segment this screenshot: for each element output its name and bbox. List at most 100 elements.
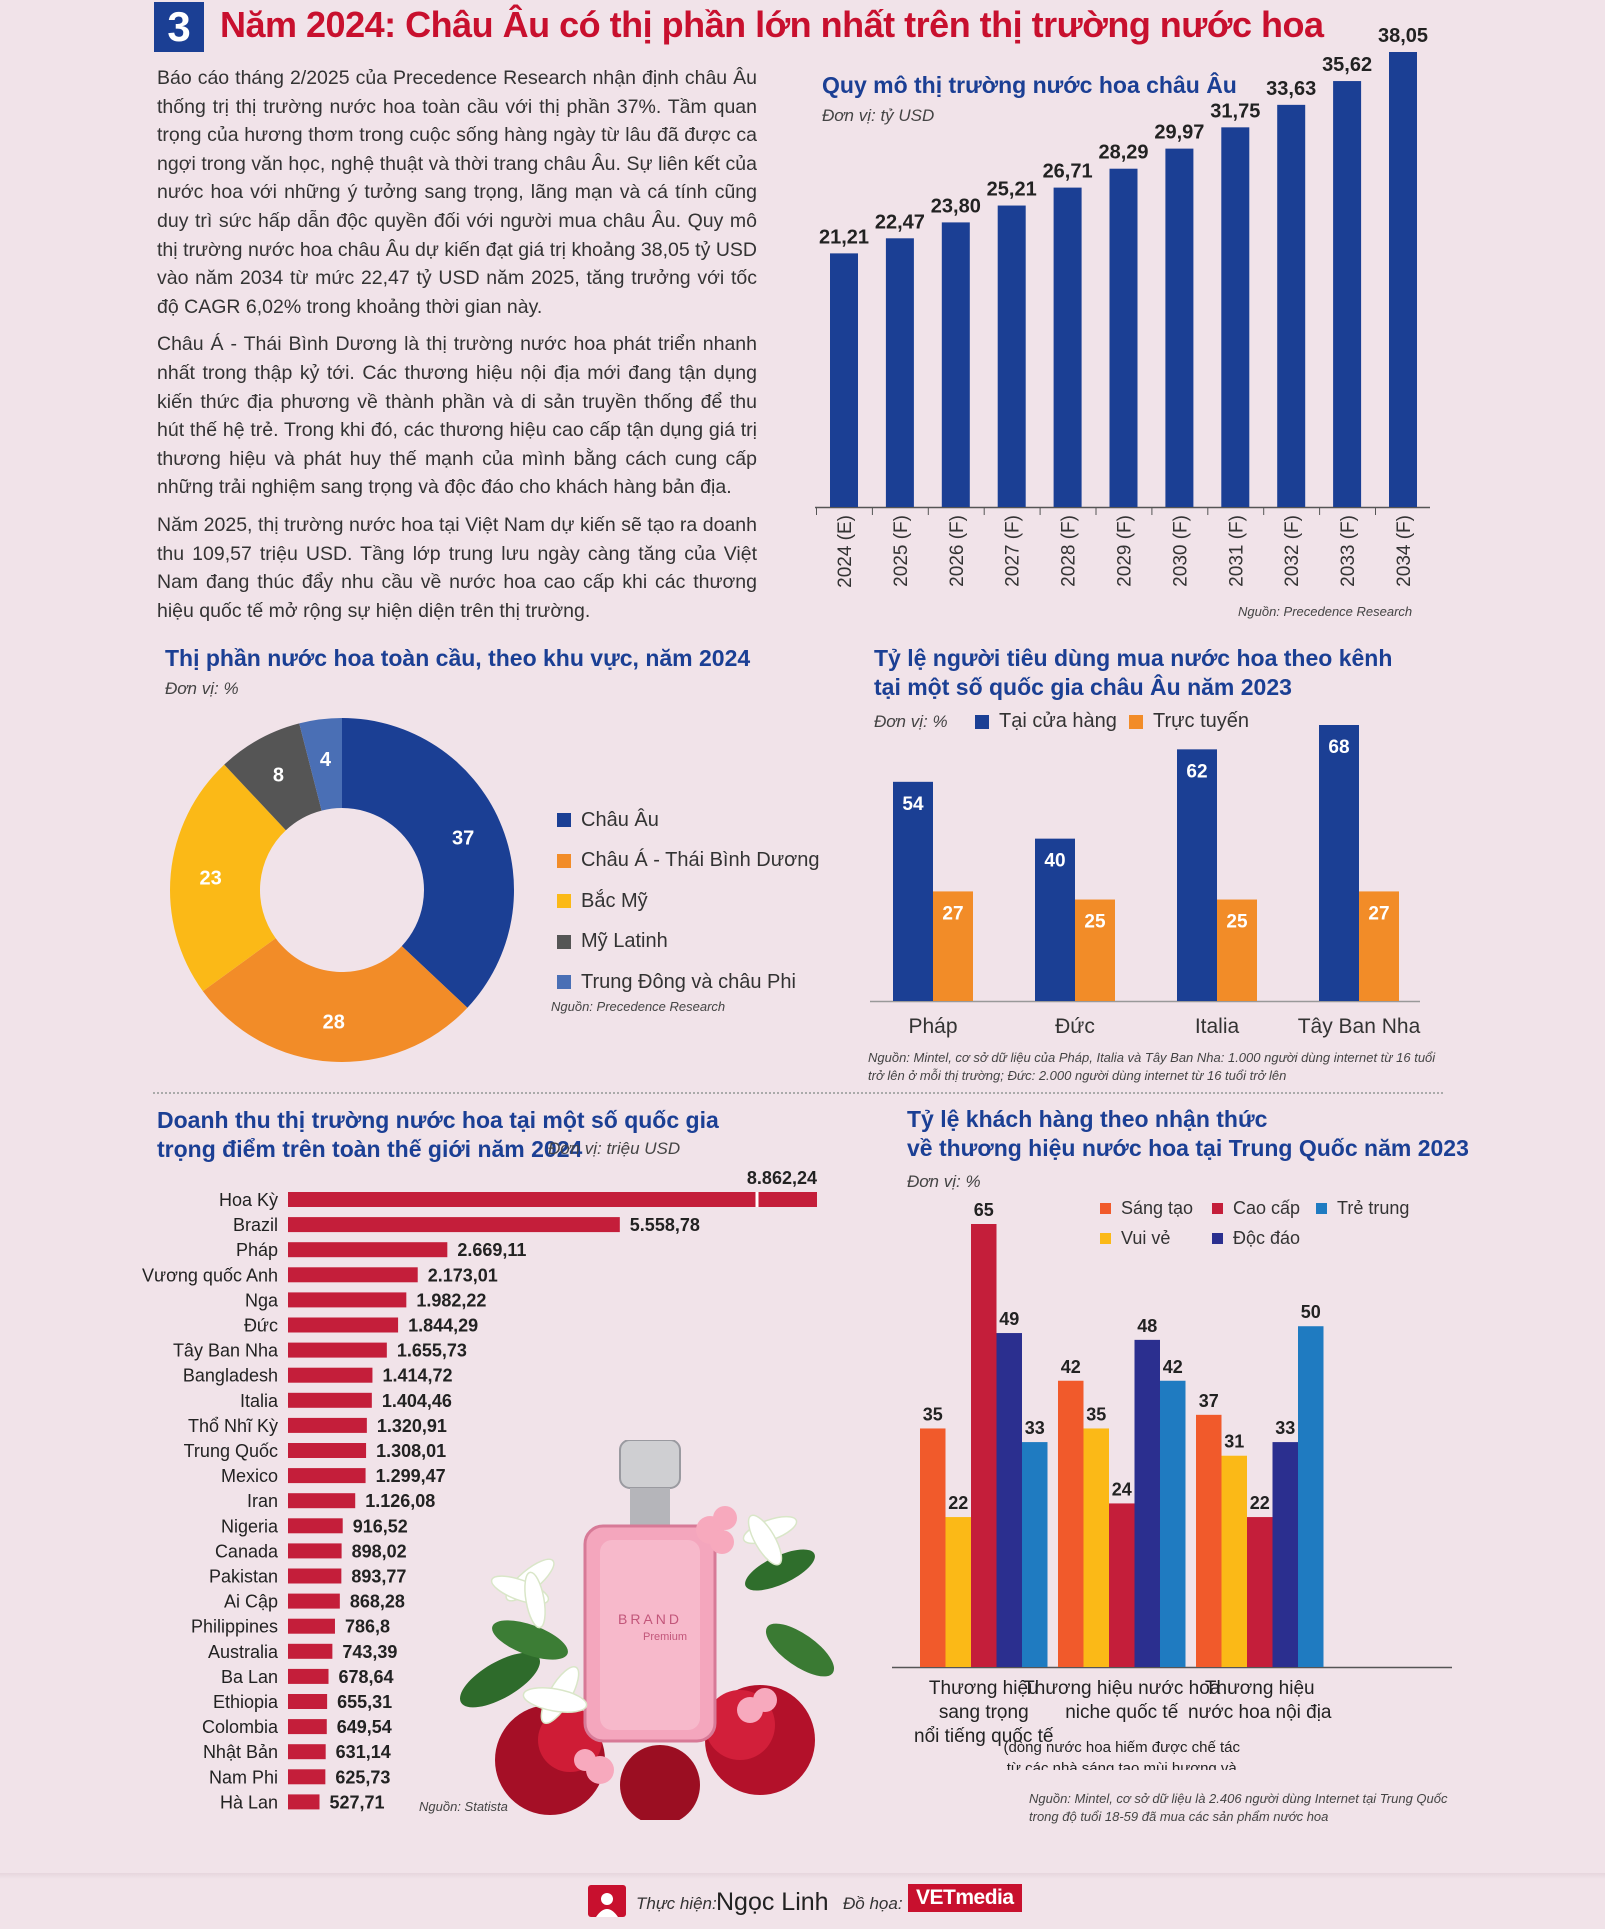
country-label: Tây Ban Nha xyxy=(173,1341,279,1361)
bar-value-label: 33,63 xyxy=(1266,78,1316,100)
revenue-bar xyxy=(288,1267,418,1283)
x-tick-label: 2031 (F) xyxy=(1226,515,1247,587)
bar-value-label: 678,64 xyxy=(339,1667,394,1687)
legend-swatch xyxy=(557,934,571,949)
bar-2025-F- xyxy=(885,238,914,507)
channel-chart-source-line-1: Nguồn: Mintel, cơ sở dữ liệu của Pháp, I… xyxy=(868,1050,1436,1065)
country-label: Hà Lan xyxy=(220,1792,278,1812)
bar-value-label: 743,39 xyxy=(342,1642,397,1662)
country-label: Brazil xyxy=(233,1215,278,1235)
china-chart-unit: Đơn vị: % xyxy=(907,1172,981,1191)
bar-value-label: 8.862,24 xyxy=(747,1168,817,1188)
bar-value-label: 26,71 xyxy=(1043,161,1093,183)
revenue-bar xyxy=(288,1568,342,1584)
country-label: Đức xyxy=(244,1316,278,1336)
revenue-bar xyxy=(288,1443,367,1458)
bar-value-label: 33 xyxy=(1275,1418,1295,1438)
bar-value-label: 35,62 xyxy=(1322,54,1372,76)
china-perception-chart: 35 22 65 49 33 Thương hiệu sang trọng nổi tiếng… xyxy=(892,1200,1452,1770)
channel-chart: 54 27 Pháp 40 25 Đức 62 25 Italia 68 27 Tây Ban Nha xyxy=(870,725,1421,1038)
country-revenue-chart: Hoa Kỳ 8.862,24 Brazil 5.558,78 Pháp 2.669,11… xyxy=(142,1168,817,1812)
legend-youthful: Trẻ trung xyxy=(1316,1198,1409,1219)
legend-fun: Vui vẻ xyxy=(1100,1228,1170,1249)
section-divider xyxy=(153,1092,1443,1094)
europe-chart-title: Quy mô thị trường nước hoa châu Âu xyxy=(822,72,1237,98)
bar-value-label: 29,97 xyxy=(1154,122,1204,144)
bar-value-label: 631,14 xyxy=(336,1742,391,1762)
bar-Sáng tạo xyxy=(920,1428,946,1667)
legend-online-swatch xyxy=(1129,714,1143,729)
legend-unique-label: Độc đáo xyxy=(1233,1228,1301,1248)
vetmedia-logo: VETmedia xyxy=(908,1884,1022,1912)
legend-online-label: Trực tuyến xyxy=(1153,710,1250,732)
x-tick-label: 2028 (F) xyxy=(1059,515,1080,587)
legend-in-store: Tại cửa hàng xyxy=(975,710,1117,733)
x-tick-label: Pháp xyxy=(908,1015,957,1038)
bar-Cao cấp xyxy=(1247,1517,1273,1667)
bar-value-label: 25 xyxy=(1226,912,1248,933)
intro-paragraph-2: Châu Á - Thái Bình Dương là thị trường n… xyxy=(157,333,757,499)
bar-2030-F- xyxy=(1165,148,1194,507)
bar-value-label: 22 xyxy=(1250,1493,1270,1513)
china-chart-title-line-1: Tỷ lệ khách hàng theo nhận thức xyxy=(907,1106,1268,1132)
perfume-bottle-illustration: BRAND Premium xyxy=(460,1440,835,1820)
legend-item-0: Châu Âu xyxy=(557,800,819,841)
pie-slice-3 xyxy=(224,723,322,831)
country-label: Pháp xyxy=(236,1240,278,1260)
x-tick-label: 2034 (F) xyxy=(1394,515,1415,587)
channel-chart-source-line-2: trở lên ở mỗi thị trường; Đức: 2.000 ngư… xyxy=(868,1068,1287,1083)
leaf-shape xyxy=(492,1620,568,1660)
revenue-bar xyxy=(288,1744,326,1760)
legend-item-2: Bắc Mỹ xyxy=(557,881,819,922)
bar-2032-F- xyxy=(1277,104,1306,508)
bar-value-label: 25 xyxy=(1084,912,1106,933)
bottle-glass xyxy=(600,1540,700,1730)
country-label: Mexico xyxy=(221,1466,278,1486)
category-label: sang trọng xyxy=(939,1702,1029,1723)
bar-value-label: 42 xyxy=(1061,1357,1081,1377)
legend-youthful-swatch xyxy=(1316,1203,1327,1214)
x-tick-label: 2033 (F) xyxy=(1338,515,1359,587)
x-tick-label: Đức xyxy=(1055,1015,1095,1038)
bottle-neck xyxy=(630,1488,670,1528)
bar-Tại cửa hàng xyxy=(893,781,933,1001)
bar-2034-F- xyxy=(1389,52,1417,507)
legend-label: Châu Á - Thái Bình Dương xyxy=(581,849,820,872)
author-icon xyxy=(588,1885,626,1917)
legend-label: Bắc Mỹ xyxy=(581,889,648,912)
country-label: Bangladesh xyxy=(183,1366,278,1386)
bar-Trực tuyến xyxy=(1217,899,1257,1001)
x-tick-label: 2025 (F) xyxy=(891,515,912,587)
pie-slice-label: 28 xyxy=(323,1012,345,1034)
bar-Tại cửa hàng xyxy=(1035,838,1075,1001)
pie-slice-2 xyxy=(170,764,286,992)
legend-swatch xyxy=(557,894,571,909)
country-label: Vương quốc Anh xyxy=(142,1265,278,1285)
bar-value-label: 1.982,22 xyxy=(416,1290,486,1310)
bar-2027-F- xyxy=(997,205,1026,507)
bar-value-label: 1.299,47 xyxy=(376,1466,446,1486)
share-chart-unit: Đơn vị: % xyxy=(165,679,239,698)
country-label: Pakistan xyxy=(209,1567,278,1587)
bar-value-label: 50 xyxy=(1301,1302,1321,1322)
bar-Vui vẻ xyxy=(1083,1428,1109,1667)
category-label: niche quốc tế xyxy=(1065,1702,1178,1723)
bar-value-label: 898,02 xyxy=(352,1541,407,1561)
legend-unique-swatch xyxy=(1212,1233,1223,1244)
bottle-brand-text: BRAND xyxy=(618,1611,682,1627)
bar-value-label: 868,28 xyxy=(350,1592,405,1612)
bar-value-label: 65 xyxy=(974,1200,994,1220)
bar-Sáng tạo xyxy=(1196,1414,1222,1667)
bar-Trẻ trung xyxy=(1160,1380,1186,1667)
share-chart-title: Thị phần nước hoa toàn cầu, theo khu vực… xyxy=(165,645,751,671)
country-label: Nga xyxy=(245,1290,279,1310)
legend-creative: Sáng tạo xyxy=(1100,1198,1193,1219)
bar-value-label: 2.669,11 xyxy=(457,1240,526,1260)
legend-fun-label: Vui vẻ xyxy=(1121,1228,1171,1248)
bar-Độc đáo xyxy=(996,1333,1022,1667)
revenue-chart-source: Nguồn: Statista xyxy=(419,1799,508,1814)
bottle-sub-text: Premium xyxy=(643,1631,687,1643)
bar-value-label: 1.404,46 xyxy=(382,1391,452,1411)
legend-fun-swatch xyxy=(1100,1233,1111,1244)
footer-divider xyxy=(0,1873,1605,1879)
